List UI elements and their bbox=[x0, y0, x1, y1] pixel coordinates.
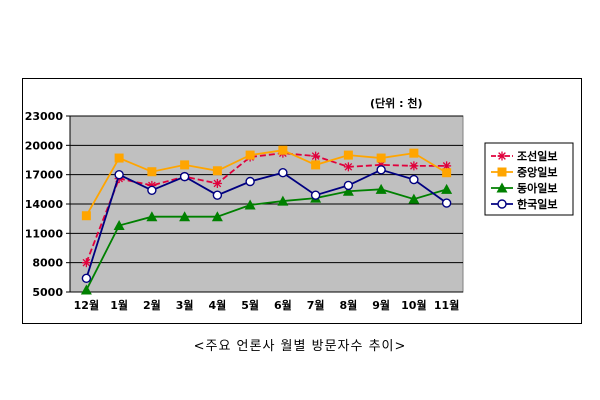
marker-asterisk bbox=[212, 178, 222, 188]
marker-circle bbox=[497, 199, 507, 209]
marker-triangle bbox=[496, 182, 508, 193]
marker-square bbox=[442, 168, 452, 178]
marker-square bbox=[278, 145, 288, 155]
unit-note: (단위 : 천) bbox=[370, 97, 423, 110]
marker-circle bbox=[441, 198, 452, 208]
marker-triangle bbox=[408, 193, 420, 204]
marker-triangle bbox=[375, 183, 387, 194]
x-tick-label: 5월 bbox=[241, 298, 259, 312]
marker-square bbox=[114, 153, 124, 163]
x-tick-label: 7월 bbox=[307, 298, 325, 312]
marker-square bbox=[497, 167, 507, 177]
series-line-1 bbox=[85, 152, 447, 263]
marker-asterisk bbox=[343, 162, 353, 172]
y-tick-label: 14000 bbox=[25, 198, 64, 211]
marker-circle bbox=[376, 165, 386, 175]
marker-triangle bbox=[80, 284, 92, 295]
marker-triangle bbox=[179, 211, 191, 222]
legend-label: 조선일보 bbox=[517, 149, 557, 163]
marker-circle bbox=[245, 176, 255, 187]
marker-triangle bbox=[441, 183, 453, 194]
x-tick-label: 4월 bbox=[208, 298, 226, 312]
legend-label: 중앙일보 bbox=[517, 165, 557, 179]
marker-square bbox=[343, 150, 353, 160]
marker-circle bbox=[343, 180, 354, 191]
x-tick-label: 8월 bbox=[339, 298, 357, 312]
series-line-2 bbox=[85, 149, 448, 217]
legend-label: 한국일보 bbox=[517, 197, 557, 211]
y-tick-label: 20000 bbox=[25, 139, 64, 152]
marker-circle bbox=[114, 169, 124, 180]
marker-triangle bbox=[244, 199, 256, 210]
marker-asterisk bbox=[81, 258, 91, 268]
x-tick-label: 6월 bbox=[274, 298, 292, 312]
legend-label: 동아일보 bbox=[517, 181, 557, 195]
y-tick-label: 11000 bbox=[25, 227, 64, 240]
marker-triangle bbox=[277, 195, 289, 206]
y-tick-label: 17000 bbox=[25, 169, 64, 182]
x-tick-label: 10월 bbox=[401, 298, 426, 312]
x-tick-label: 9월 bbox=[372, 298, 390, 312]
marker-square bbox=[147, 167, 157, 177]
x-tick-label: 1월 bbox=[110, 298, 128, 312]
y-tick-label: 8000 bbox=[32, 257, 63, 270]
marker-triangle bbox=[146, 211, 158, 222]
marker-square bbox=[311, 160, 321, 170]
marker-triangle bbox=[211, 211, 223, 222]
x-tick-label: 3월 bbox=[176, 298, 194, 312]
marker-asterisk bbox=[311, 151, 321, 161]
marker-circle bbox=[179, 171, 190, 182]
series-line-3 bbox=[85, 188, 447, 291]
marker-triangle bbox=[113, 220, 125, 231]
marker-asterisk bbox=[409, 161, 419, 171]
x-tick-label: 12월 bbox=[74, 298, 99, 312]
marker-circle bbox=[147, 185, 157, 196]
chart-caption: <주요 언론사 월별 방문자수 추이> bbox=[193, 339, 407, 354]
series-line-4 bbox=[85, 168, 448, 279]
marker-circle bbox=[81, 273, 92, 284]
marker-circle bbox=[212, 190, 223, 200]
y-tick-label: 5000 bbox=[32, 286, 63, 299]
x-tick-label: 11월 bbox=[434, 298, 459, 312]
marker-square bbox=[245, 150, 255, 160]
marker-triangle bbox=[342, 185, 354, 196]
marker-square bbox=[212, 166, 222, 176]
marker-asterisk bbox=[497, 151, 507, 161]
marker-circle bbox=[409, 174, 419, 185]
marker-square bbox=[409, 148, 419, 158]
marker-square bbox=[81, 211, 91, 221]
marker-circle bbox=[278, 168, 288, 178]
marker-square bbox=[376, 153, 386, 163]
marker-square bbox=[180, 160, 190, 170]
y-tick-label: 23000 bbox=[25, 110, 64, 123]
marker-circle bbox=[310, 190, 321, 200]
x-tick-label: 2월 bbox=[143, 298, 161, 312]
